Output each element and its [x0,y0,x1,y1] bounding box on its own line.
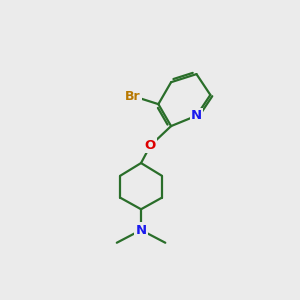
Text: Br: Br [125,90,141,103]
Text: N: N [136,224,147,236]
Text: N: N [191,109,202,122]
Text: O: O [145,139,156,152]
